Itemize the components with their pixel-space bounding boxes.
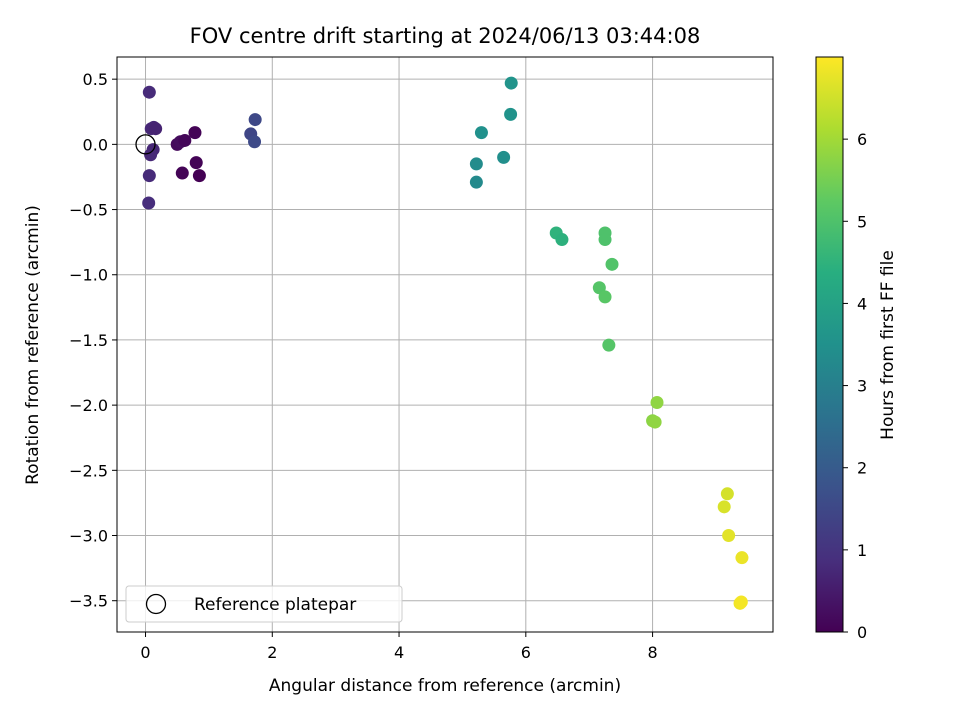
scatter-point <box>497 150 511 164</box>
scatter-point <box>189 156 203 170</box>
scatter-point <box>142 169 156 183</box>
scatter-point <box>175 166 189 180</box>
y-tick-label: −1.0 <box>69 266 108 285</box>
colorbar-gradient <box>815 56 844 633</box>
scatter-point <box>192 169 206 183</box>
colorbar-tick-label: 4 <box>857 294 867 313</box>
colorbar-ticks: 0 1 2 3 4 5 6 <box>843 130 867 642</box>
scatter-point <box>720 487 734 501</box>
plot-frame <box>116 56 774 633</box>
y-tick-label: −2.5 <box>69 461 108 480</box>
colorbar-label: Hours from first FF file <box>878 250 898 440</box>
x-tick-label: 0 <box>140 643 150 662</box>
colorbar-tick-label: 2 <box>857 459 867 478</box>
y-tick-label: −3.0 <box>69 527 108 546</box>
y-tick-label: −2.0 <box>69 396 108 415</box>
chart-title: FOV centre drift starting at 2024/06/13 … <box>190 24 701 48</box>
legend: Reference platepar <box>125 585 403 623</box>
colorbar-tick-label: 0 <box>857 623 867 642</box>
reference-marker <box>135 134 156 155</box>
scatter-point <box>188 126 202 140</box>
scatter-point <box>605 257 619 271</box>
scatter-point <box>504 76 518 90</box>
scatter-point <box>504 107 518 121</box>
scatter-point <box>598 233 612 247</box>
x-tick-label: 4 <box>394 643 404 662</box>
scatter-point <box>142 85 156 99</box>
scatter-point <box>144 148 158 162</box>
x-tick-label: 6 <box>521 643 531 662</box>
axis-ticks: 0 2 4 6 8 0.5 0.0 −0.5 −1.0 −1.5 −2.0 −2.5 −3.0 −3.5 <box>69 70 658 662</box>
legend-label: Reference platepar <box>194 595 356 615</box>
colorbar: 0 1 2 3 4 5 6 Hours from first FF file <box>815 56 898 642</box>
scatter-point <box>602 338 616 352</box>
legend-box <box>125 585 403 623</box>
scatter-point <box>722 529 736 543</box>
legend-reference-marker <box>145 593 167 615</box>
y-tick-label: −0.5 <box>69 201 108 220</box>
scatter-point <box>717 500 731 514</box>
plot-area <box>117 57 773 632</box>
scatter-point <box>248 135 262 149</box>
y-tick-label: 0.5 <box>83 70 108 89</box>
y-tick-label: 0.0 <box>83 135 108 154</box>
scatter-point <box>650 396 664 410</box>
y-tick-label: −3.5 <box>69 592 108 611</box>
scatter-point <box>598 290 612 304</box>
scatter-point <box>734 595 748 609</box>
x-tick-label: 8 <box>647 643 657 662</box>
colorbar-tick-label: 3 <box>857 377 867 396</box>
colorbar-tick-label: 1 <box>857 541 867 560</box>
y-axis-label: Rotation from reference (arcmin) <box>23 205 43 485</box>
scatter-point <box>474 126 488 140</box>
y-tick-label: −1.5 <box>69 331 108 350</box>
scatter-point <box>149 122 163 136</box>
x-axis-label: Angular distance from reference (arcmin) <box>269 676 621 696</box>
x-tick-label: 2 <box>267 643 277 662</box>
grid-lines <box>117 57 773 632</box>
scatter-point <box>469 175 483 189</box>
scatter-point <box>469 157 483 171</box>
colorbar-tick-label: 5 <box>857 212 867 231</box>
scatter-point <box>248 113 262 127</box>
scatter-point <box>648 415 662 429</box>
scatter-point <box>735 551 749 565</box>
colorbar-tick-label: 6 <box>857 130 867 149</box>
reference-marker-group <box>135 134 156 155</box>
scatter-points <box>142 76 749 610</box>
scatter-point <box>555 233 569 247</box>
scatter-point <box>142 196 156 210</box>
scatter-point <box>178 133 192 147</box>
